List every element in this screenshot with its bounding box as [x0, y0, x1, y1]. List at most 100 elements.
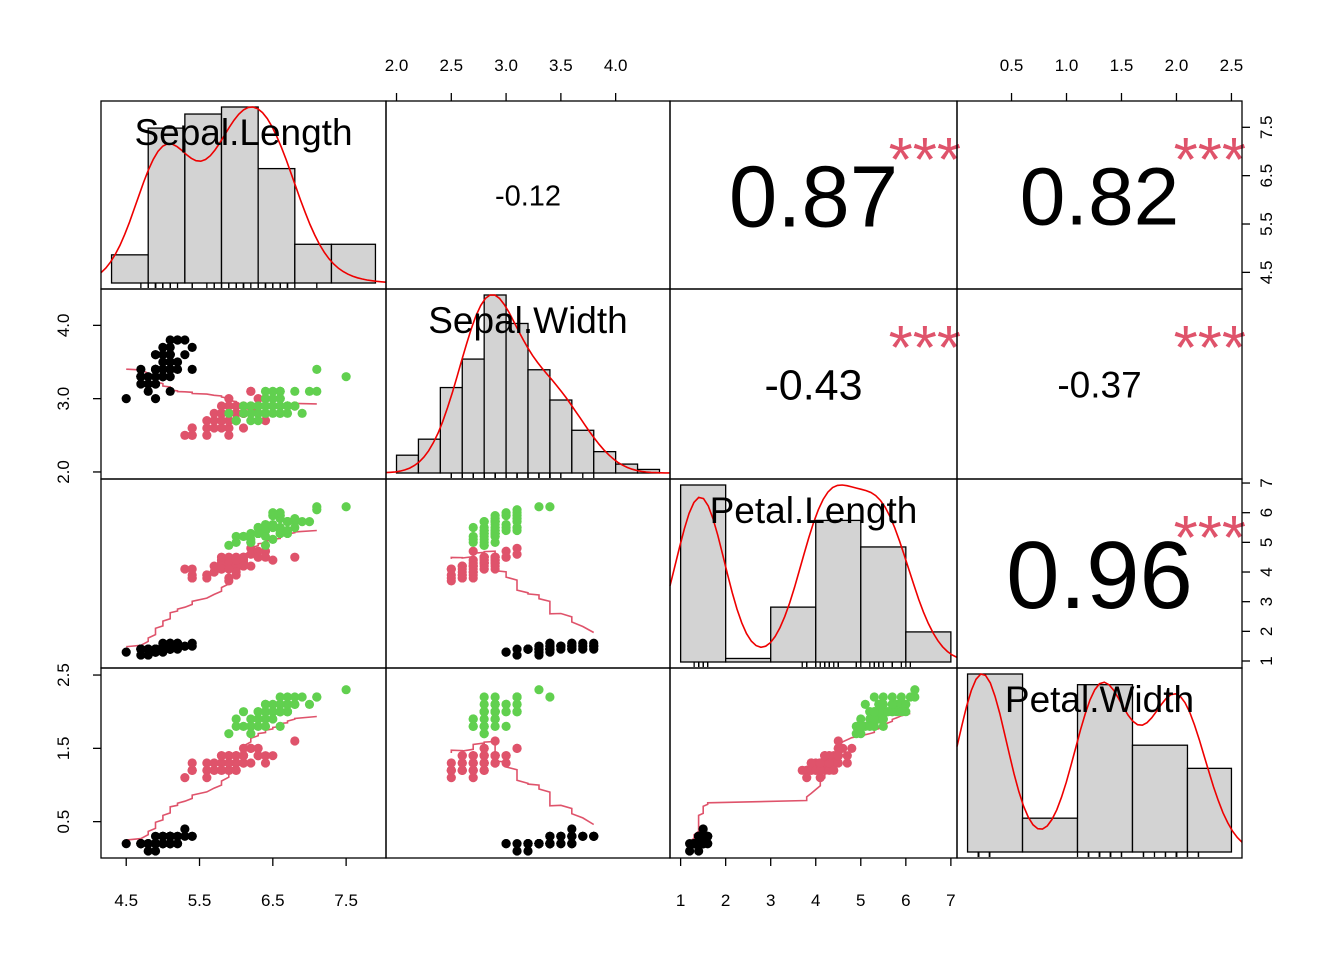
scatter-point — [187, 564, 197, 574]
smoother-line — [689, 712, 911, 842]
scatter-point — [165, 386, 175, 396]
scatter-point — [260, 721, 271, 731]
correlation-value: -0.43 — [764, 361, 862, 409]
histogram-bar-Sepal.Width-1 — [417, 438, 441, 474]
scatter-point — [275, 401, 285, 411]
scatter-point — [180, 641, 190, 651]
scatter-point — [312, 692, 322, 702]
scatter-point — [231, 758, 241, 768]
scatter-point — [143, 379, 153, 389]
scatter-point — [187, 342, 197, 352]
scatter-point — [501, 508, 511, 518]
scatter-point — [282, 408, 293, 418]
scatter-point — [698, 824, 708, 834]
scatter-point — [512, 846, 522, 856]
scatter-point — [589, 831, 599, 841]
scatter-point — [545, 831, 555, 841]
histogram-bar-Petal.Width-3 — [1131, 744, 1189, 853]
scatter-point — [468, 765, 478, 775]
scatter-point — [216, 765, 227, 775]
scatter-point — [231, 751, 241, 761]
scatter-point — [253, 394, 263, 404]
scatter-point — [216, 564, 227, 574]
scatter-point — [209, 561, 219, 571]
scatter-point — [224, 430, 234, 440]
scatter-point — [180, 564, 190, 574]
scatter-point — [268, 751, 278, 761]
scatter-point — [275, 692, 285, 702]
tick-label: 7 — [1257, 478, 1276, 487]
scatter-point — [589, 641, 599, 651]
scatter-point — [883, 707, 893, 717]
scatter-point — [878, 721, 888, 731]
scatter-point — [158, 644, 168, 654]
scatter-point — [136, 379, 146, 389]
variable-label-Sepal.Width: Sepal.Width — [428, 300, 628, 341]
scatter-point — [878, 699, 888, 709]
scatter-point — [501, 751, 511, 761]
scatter-point — [820, 751, 830, 761]
scatter-point — [512, 707, 522, 717]
scatter-point — [534, 502, 544, 512]
tick-label: 4 — [811, 891, 820, 910]
scatter-point — [512, 839, 522, 849]
scatter-point — [187, 638, 197, 648]
scatter-point — [253, 743, 263, 753]
scatter-point — [238, 743, 249, 753]
scatter-point — [869, 692, 879, 702]
scatter-point — [290, 699, 300, 709]
tick-label: 1.0 — [1055, 56, 1079, 75]
histogram-layer — [110, 106, 1233, 857]
scatter-point — [187, 758, 197, 768]
scatter-point — [121, 647, 131, 657]
variable-label-Sepal.Length: Sepal.Length — [134, 112, 352, 153]
scatter-point — [567, 831, 577, 841]
scatter-point — [468, 721, 478, 731]
scatter-point — [446, 758, 456, 768]
scatter-point — [165, 644, 175, 654]
scatter-point — [290, 692, 300, 702]
scatter-point — [290, 401, 300, 411]
scatter-point — [869, 714, 879, 724]
scatter-point — [490, 751, 500, 761]
scatter-point — [246, 549, 256, 559]
scatter-point — [224, 416, 234, 426]
scatter-point — [209, 408, 219, 418]
scatter-point — [534, 839, 544, 849]
scatter-point — [158, 831, 168, 841]
scatter-point — [187, 423, 197, 433]
scatter-point — [578, 644, 588, 654]
smoother-line — [126, 529, 317, 648]
scatter-point — [275, 394, 285, 404]
histogram-bar-Sepal.Length-2 — [184, 113, 223, 284]
scatter-point — [260, 386, 271, 396]
tick-label: 1 — [676, 891, 685, 910]
histogram-bar-Petal.Width-0 — [966, 673, 1024, 853]
scatter-point — [268, 714, 278, 724]
scatter-point — [268, 707, 278, 717]
scatter-point — [187, 364, 197, 374]
tick-label: 2 — [721, 891, 730, 910]
scatter-point — [202, 416, 212, 426]
density-curve-Petal.Length — [669, 484, 958, 659]
scatter-point — [136, 364, 146, 374]
scatter-point — [282, 516, 293, 527]
density-curve-Petal.Width — [956, 673, 1243, 843]
scatter-point — [490, 758, 500, 768]
scatter-point — [172, 364, 183, 374]
scatter-point — [545, 644, 555, 654]
correlation-value: 0.87 — [729, 148, 898, 245]
scatter-point — [490, 511, 500, 521]
tick-label: 7.5 — [1257, 115, 1276, 139]
scatter-point — [238, 531, 249, 542]
scatter-point — [268, 534, 278, 544]
scatter-point — [231, 408, 241, 418]
scatter-point — [887, 692, 897, 702]
significance-stars: *** — [1174, 126, 1246, 195]
scatter-point — [260, 758, 271, 768]
tick-label: 3.5 — [549, 56, 573, 75]
scatter-point — [136, 839, 146, 849]
scatter-point — [150, 364, 161, 374]
scatter-point — [694, 839, 704, 849]
